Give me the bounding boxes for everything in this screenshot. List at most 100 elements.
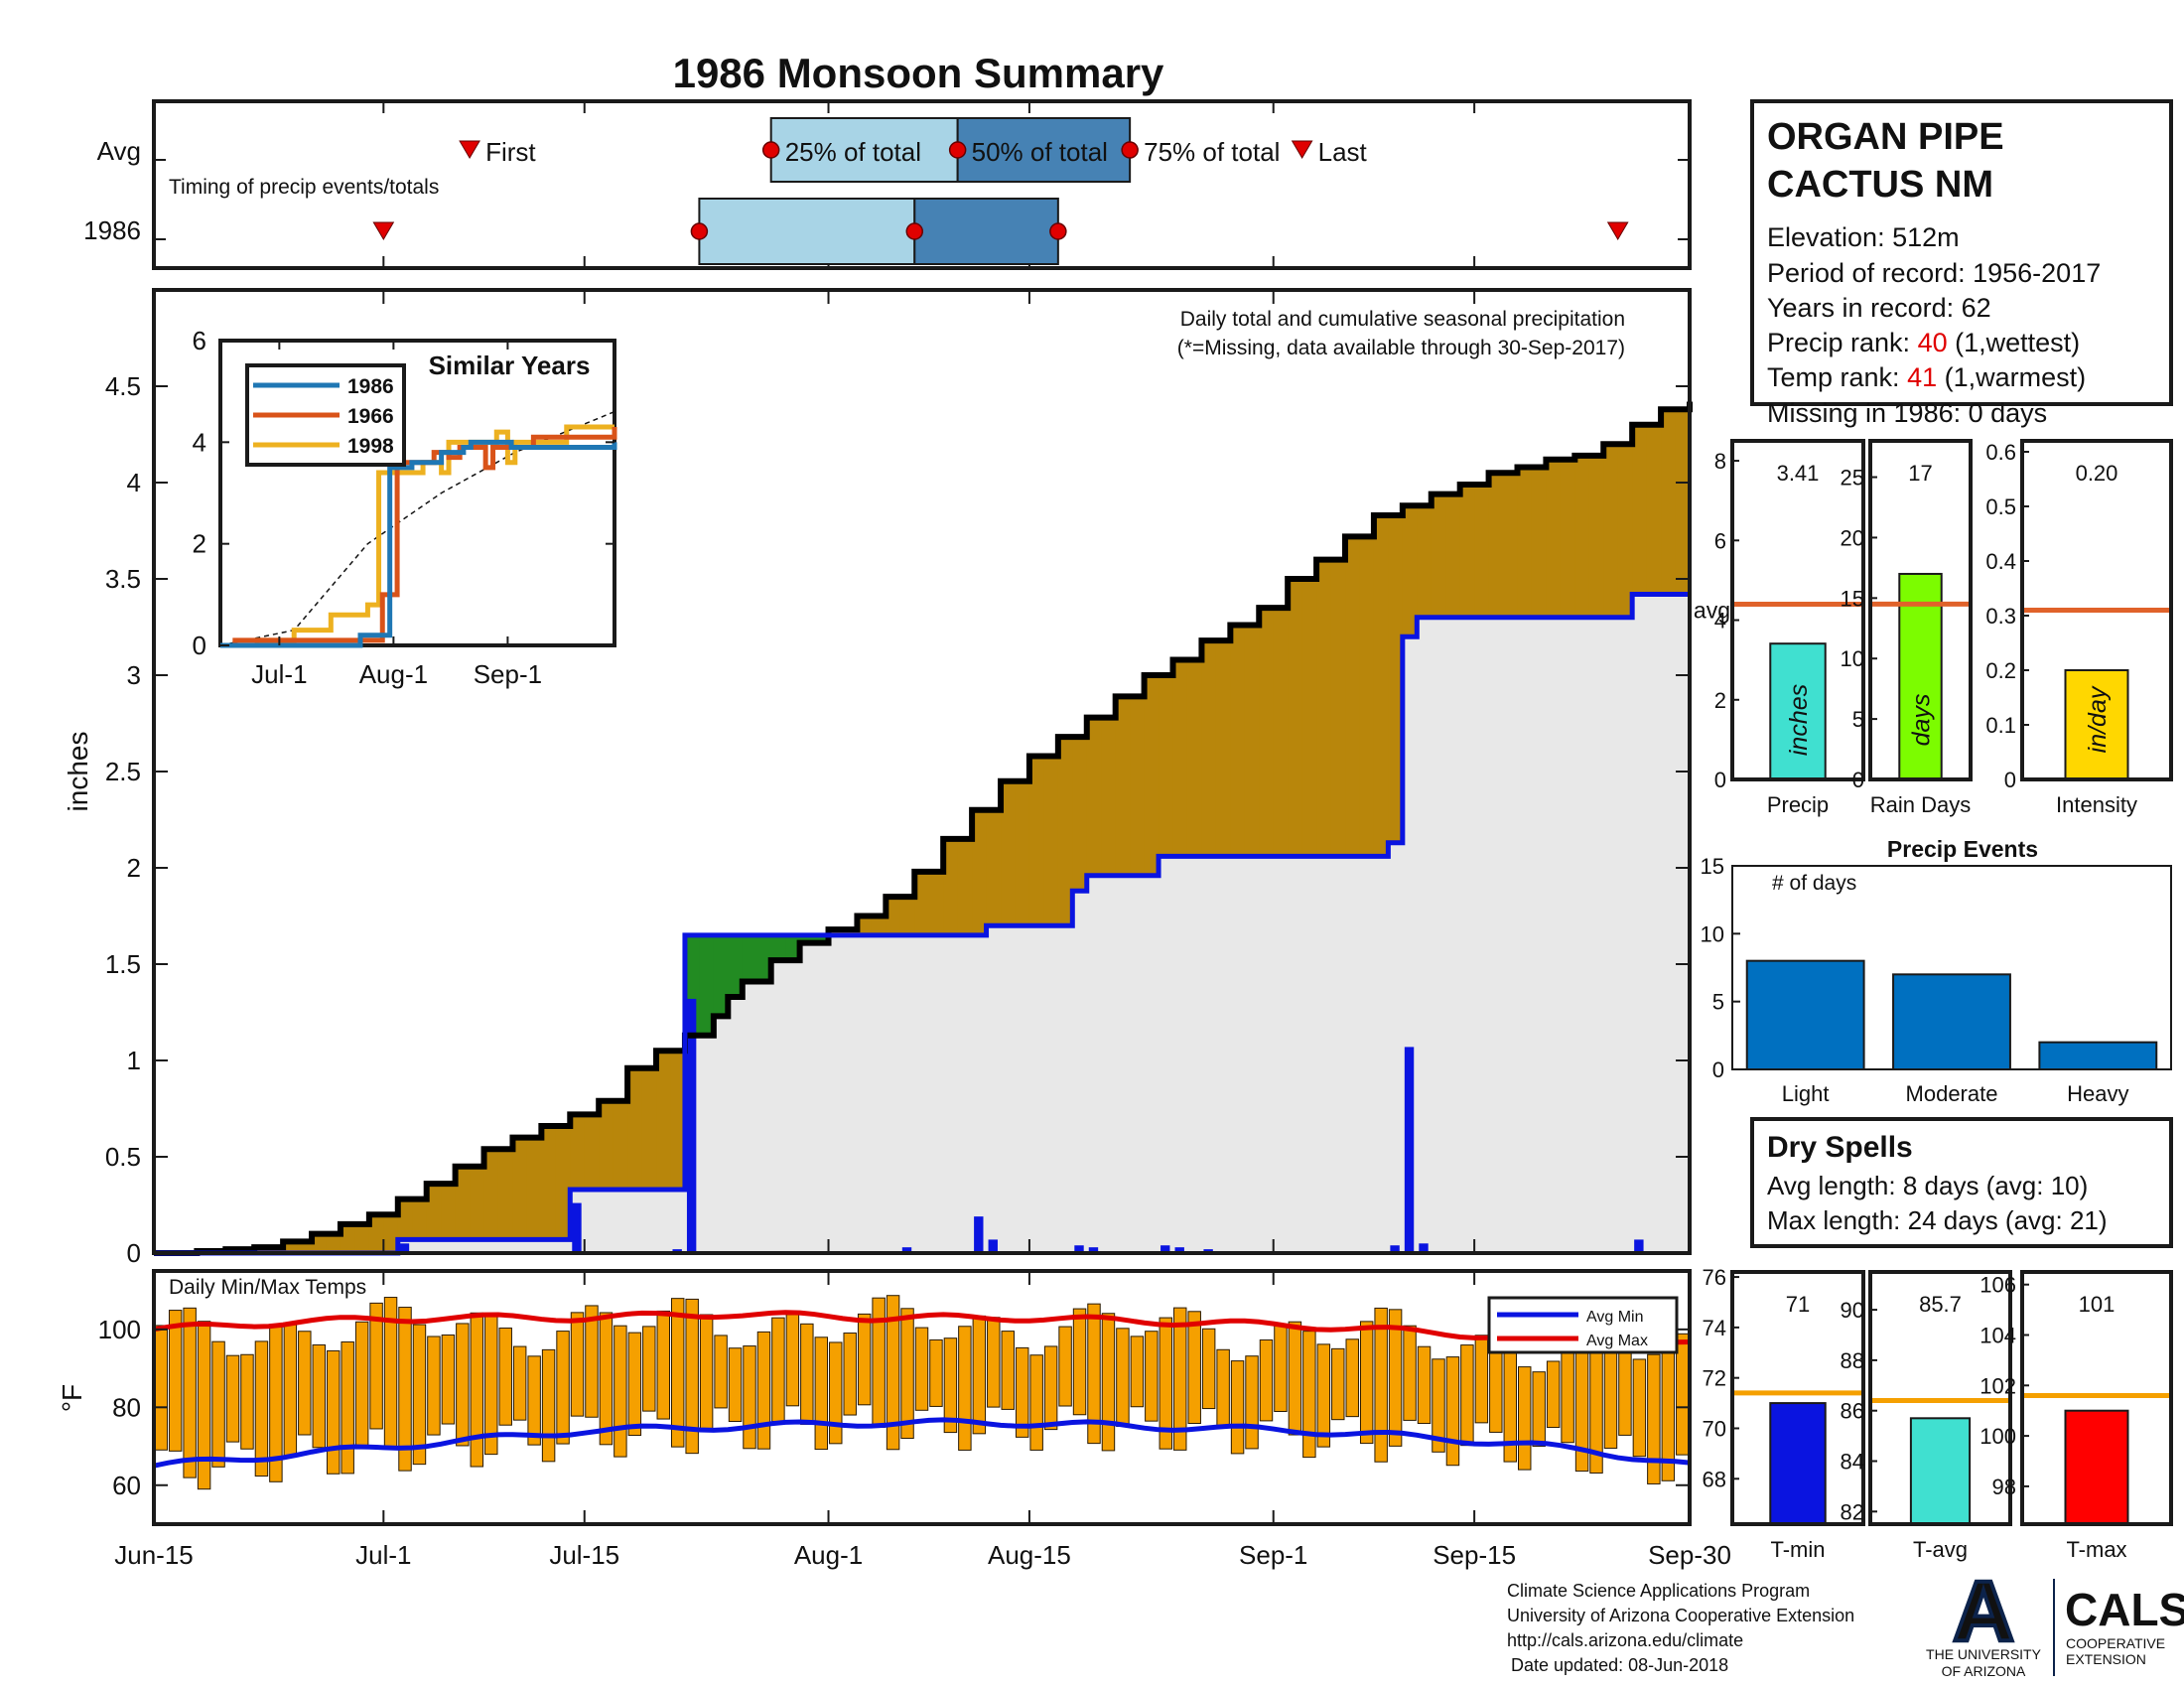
panel-frame [2020, 1270, 2173, 1526]
panel-title: Intensity [2056, 792, 2137, 817]
timing-marker-p75 [1121, 141, 1139, 159]
panel-frame [1868, 439, 1973, 781]
daily-precip-bar [572, 1202, 582, 1253]
panel-ytick-label: 2 [1714, 688, 1726, 713]
daily-temp-bar [1043, 1345, 1058, 1431]
surplus-fill [814, 934, 830, 943]
panel-bar [2064, 1409, 2129, 1525]
main-xtick-label: Sep-30 [1648, 1540, 1731, 1570]
deficit-fill [555, 1125, 571, 1240]
daily-temp-bar [1101, 1313, 1116, 1452]
avg-cumulative-line [154, 401, 1693, 1256]
daily-temp-bar [1618, 1349, 1632, 1436]
cals-logo-line-2: EXTENSION [2066, 1651, 2146, 1667]
panel-ytick-label: 82 [1841, 1499, 1864, 1524]
daily-temp-bar [556, 1331, 570, 1445]
daily-temp-bar [585, 1305, 599, 1418]
deficit-fill [570, 1114, 586, 1190]
daily-temp-bar [699, 1314, 714, 1429]
panel-value-label: 3.41 [1777, 461, 1820, 486]
inset-title: Similar Years [429, 351, 591, 380]
station-name-1: ORGAN PIPE [1767, 116, 2004, 158]
deficit-fill [1373, 514, 1389, 857]
panel-bar [1898, 572, 1943, 781]
station-name-2: CACTUS NM [1767, 164, 1993, 206]
daily-temp-bar [1460, 1344, 1474, 1447]
daily-temp-bar [1259, 1338, 1274, 1422]
daily-temp-bar [1474, 1335, 1489, 1424]
cals-logo: CALS COOPERATIVE EXTENSION [2065, 1584, 2184, 1667]
deficit-fill [354, 1223, 370, 1253]
panel-ytick-label: 0.3 [1985, 604, 2016, 629]
inset-xtick-label: Jul-1 [251, 659, 307, 689]
daily-temp-bar [398, 1307, 412, 1472]
inset-avg-line [219, 410, 615, 646]
panel-ytick-label: 0.5 [1985, 494, 2016, 519]
main-ytick-label: 3 [127, 660, 141, 690]
panel-value-label: 17 [1908, 461, 1932, 486]
surplus-fill [742, 934, 757, 982]
panel-ytick-label: 8 [1714, 449, 1726, 474]
cals-logo-line-1: COOPERATIVE [2066, 1635, 2165, 1651]
timing-triangle-last [1291, 140, 1313, 159]
events-ytick-label: 15 [1701, 854, 1724, 879]
inset-legend: 1986 1966 1998 [245, 363, 406, 467]
daily-temp-bar [972, 1315, 987, 1435]
daily-temp-bar [1201, 1328, 1216, 1410]
daily-temp-bar [943, 1337, 958, 1434]
events-ytick-label: 10 [1701, 921, 1724, 946]
dry-spells-title: Dry Spells [1767, 1131, 1913, 1164]
panel-ytick-label: 10 [1841, 646, 1864, 671]
deficit-fill [1215, 640, 1231, 857]
panel-frame [1868, 1270, 2012, 1526]
deficit-fill [1503, 473, 1519, 618]
station-years: Years in record: 62 [1767, 293, 1991, 323]
deficit-fill [1431, 493, 1446, 618]
temp-ytick-label: 80 [112, 1392, 141, 1422]
daily-temp-bar [800, 1323, 814, 1425]
daily-precip-bar [988, 1239, 998, 1253]
timing-year-label: 1986 [83, 215, 141, 245]
timing-last-label: Last [1318, 137, 1368, 167]
deficit-fill [584, 1114, 600, 1190]
daily-temp-bar [1432, 1358, 1445, 1453]
daily-temp-bar [929, 1338, 943, 1407]
timing-p25-label: 25% of total [785, 137, 921, 167]
daily-temp-bar [298, 1331, 312, 1436]
deficit-fill [1015, 780, 1030, 926]
deficit-fill [857, 915, 873, 935]
daily-temp-bar [900, 1308, 914, 1440]
panel-t-min: 68 70 72 74 76 71 T-min [1703, 1265, 1865, 1562]
events-ytick-label: 5 [1712, 990, 1724, 1015]
daily-temp-bar [1274, 1324, 1288, 1412]
deficit-fill [1675, 409, 1691, 595]
daily-temp-bar [599, 1312, 614, 1446]
daily-temp-bar [1187, 1311, 1201, 1425]
daily-temp-bar [785, 1314, 800, 1407]
daily-temp-bar [225, 1354, 240, 1443]
daily-temp-bar [685, 1298, 699, 1455]
panel-value-label: 0.20 [2076, 461, 2118, 486]
footer: Climate Science Applications Program Uni… [1507, 1581, 1854, 1675]
deficit-fill [526, 1137, 542, 1240]
main-xtick-label: Sep-1 [1239, 1540, 1307, 1570]
ua-logo-line-1: THE UNIVERSITY [1926, 1646, 2042, 1662]
main-xtick-label: Sep-15 [1433, 1540, 1516, 1570]
deficit-fill [1028, 756, 1044, 926]
deficit-fill [426, 1184, 442, 1240]
main-ytick-label: 1 [127, 1046, 141, 1075]
deficit-fill [283, 1241, 299, 1253]
panel-ytick-label: 86 [1841, 1399, 1864, 1424]
daily-temp-bar [987, 1317, 1001, 1408]
daily-temp-bar [456, 1323, 470, 1447]
daily-precip-bar [1419, 1243, 1429, 1253]
panel-ytick-label: 15 [1841, 586, 1864, 611]
panel-rain-days: 0 5 10 15 20 25 17 Rain Days days [1841, 439, 1973, 817]
main-ytick-label: 0 [127, 1238, 141, 1268]
daily-temp-bar [843, 1333, 857, 1416]
daily-temp-bar [756, 1331, 771, 1450]
temp-rank-label: Temp rank: [1767, 362, 1907, 392]
daily-precip-bar [901, 1247, 912, 1253]
surplus-fill [713, 934, 729, 1017]
